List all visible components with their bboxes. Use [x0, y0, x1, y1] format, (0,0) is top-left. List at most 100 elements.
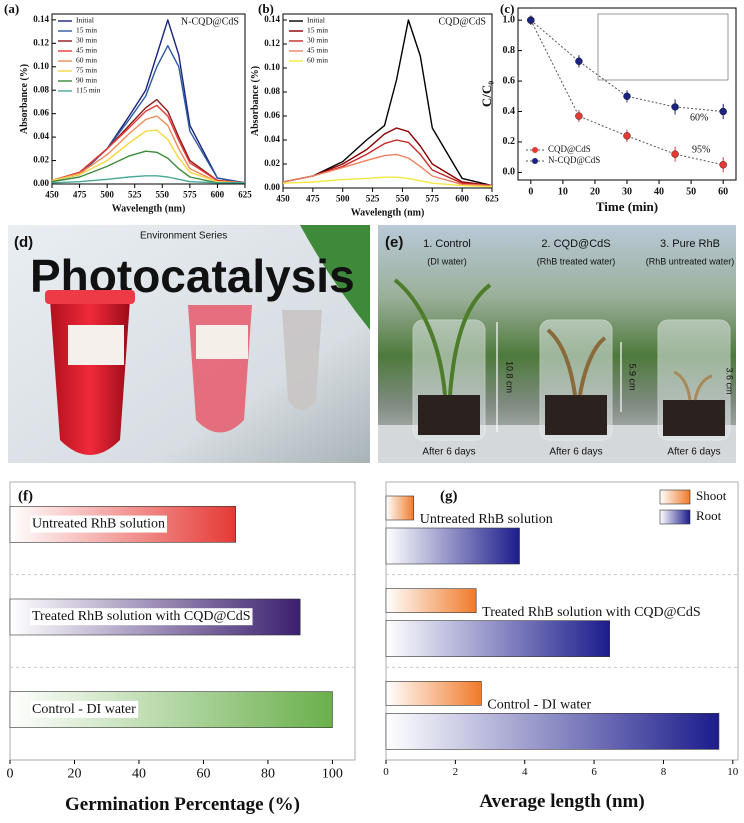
y-tick-label: 0.02 — [264, 158, 280, 168]
x-tick-label: 8 — [661, 766, 667, 778]
jar-title: 3. Pure RhB — [660, 238, 720, 250]
plot-frame — [51, 13, 246, 185]
x-tick-label: 60 — [196, 767, 210, 782]
x-tick-label: 475 — [306, 193, 320, 203]
label-background — [30, 515, 167, 533]
y-tick-label: 0.8 — [503, 45, 516, 56]
spectrum-line — [282, 176, 493, 188]
bar — [385, 681, 482, 706]
data-point — [719, 161, 727, 169]
jar-subtitle: (RhB untreated water) — [646, 256, 735, 266]
bar — [385, 527, 520, 565]
legend-label: 90 min — [76, 76, 97, 85]
y-tick-label: 0.08 — [33, 84, 49, 94]
y-tick-label: 0.12 — [33, 37, 49, 47]
legend-label: 30 min — [76, 36, 97, 45]
legend-marker — [532, 147, 538, 153]
spectrum-line — [282, 153, 493, 187]
tube — [282, 310, 322, 410]
legend-label: 15 min — [76, 26, 97, 35]
inset-frame — [597, 13, 729, 81]
plant — [673, 370, 713, 401]
tube-label — [68, 325, 124, 365]
legend-label: 60 min — [76, 56, 97, 65]
x-tick-label: 10 — [727, 766, 739, 778]
soil — [418, 395, 480, 435]
panel-label: (b) — [258, 1, 274, 16]
x-tick-label: 550 — [396, 193, 410, 203]
y-tick-label: 0.10 — [33, 61, 49, 71]
legend-label: 45 min — [307, 46, 328, 55]
data-point — [623, 132, 631, 140]
panel-label: (d) — [14, 234, 33, 251]
legend-swatch — [659, 509, 691, 525]
x-tick-label: 575 — [426, 193, 440, 203]
annotation: 60% — [690, 112, 708, 123]
label-background — [30, 700, 139, 718]
bar — [385, 495, 415, 521]
x-tick-label: 2 — [453, 766, 459, 778]
x-tick-label: 625 — [238, 189, 252, 199]
y-tick-label: 0.14 — [264, 14, 280, 24]
y-tick-label: 0.02 — [33, 155, 49, 165]
jar-height: 5.9 cm — [628, 363, 638, 390]
annotation: CQD@CdS — [438, 16, 486, 27]
y-tick-label: 0.10 — [264, 62, 280, 72]
plot-frame — [282, 13, 493, 189]
panel-label: (a) — [4, 1, 19, 16]
y-tick-label: 0.06 — [264, 110, 280, 120]
category-label: Treated RhB solution with CQD@CdS — [482, 605, 701, 620]
x-tick-label: 10 — [558, 186, 568, 197]
spectrum-line — [282, 19, 493, 187]
x-tick-label: 100 — [322, 767, 343, 782]
x-tick-label: 50 — [686, 186, 696, 197]
tube — [188, 305, 252, 433]
x-tick-label: 550 — [156, 189, 170, 199]
x-tick-label: 600 — [211, 189, 225, 199]
jar-title: 1. Control — [423, 238, 471, 250]
y-tick-label: 0.14 — [33, 14, 49, 24]
x-tick-label: 450 — [276, 193, 290, 203]
data-point — [719, 107, 727, 116]
jar-height: 10.8 cm — [505, 361, 515, 393]
photo-text: Environment Series — [140, 231, 227, 242]
bar — [385, 713, 720, 750]
category-label: Treated RhB solution with CQD@CdS — [32, 609, 251, 624]
legend-marker — [532, 158, 538, 164]
x-axis-label: Time (min) — [596, 199, 658, 214]
label-background — [30, 608, 253, 626]
x-axis-label: Wavelength (nm) — [351, 207, 425, 218]
data-point — [527, 16, 535, 24]
y-tick-label: 0.00 — [33, 178, 49, 188]
legend-label: CQD@CdS — [548, 144, 591, 154]
soil — [545, 395, 607, 435]
jar-caption: After 6 days — [422, 447, 475, 458]
x-axis-label: Germination Percentage (%) — [65, 794, 300, 815]
tube-cap — [45, 290, 135, 304]
x-tick-label: 30 — [622, 186, 632, 197]
x-tick-label: 20 — [590, 186, 600, 197]
spectrum-line — [51, 129, 246, 184]
category-label: Untreated RhB solution — [420, 512, 553, 527]
legend-label: N-CQD@CdS — [548, 155, 600, 165]
legend-label: 15 min — [307, 26, 328, 35]
x-tick-label: 0 — [7, 767, 14, 782]
x-axis-label: Wavelength (nm) — [112, 203, 186, 214]
tube — [50, 300, 130, 455]
x-tick-label: 40 — [654, 186, 664, 197]
y-axis-label: C/C₀ — [479, 81, 494, 107]
y-axis-label: Absorbance (%) — [250, 66, 261, 136]
x-tick-label: 575 — [183, 189, 197, 199]
y-tick-label: 0.04 — [264, 134, 280, 144]
y-tick-label: 0.00 — [264, 182, 280, 192]
category-label: Untreated RhB solution — [32, 517, 165, 532]
x-tick-label: 20 — [67, 767, 81, 782]
spectrum-line — [51, 115, 246, 184]
y-tick-label: 1.0 — [503, 14, 516, 25]
x-tick-label: 500 — [100, 189, 114, 199]
legend-label: 45 min — [76, 46, 97, 55]
spectrum-line — [282, 127, 493, 187]
photo-d: Environment Series Photocatalysis (d) — [8, 225, 370, 463]
category-label: Control - DI water — [487, 698, 591, 713]
